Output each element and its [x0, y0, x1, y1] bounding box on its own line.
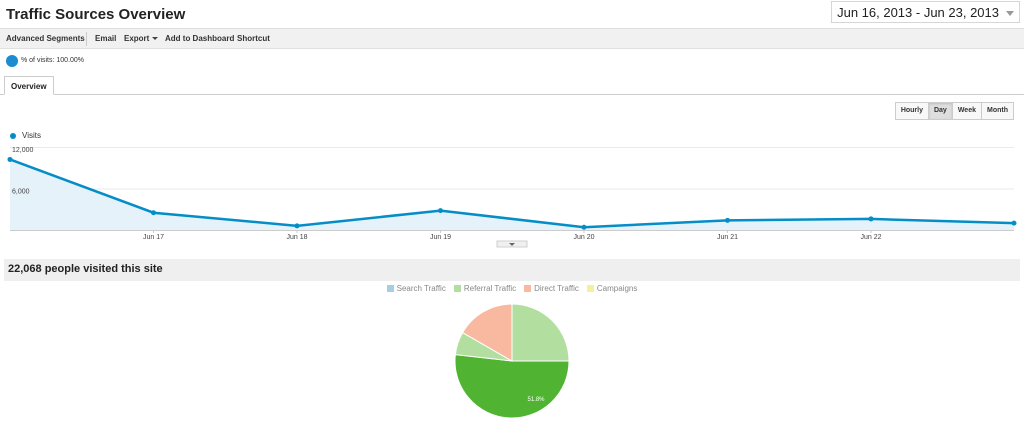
visits-point-jun-21[interactable]	[725, 217, 730, 223]
granularity-selector: Hourly Day Week Month	[894, 102, 1014, 120]
visits-point-jun-19[interactable]	[438, 208, 443, 214]
segment-label: % of visits: 100.00%	[21, 57, 85, 64]
visits-summary-text: 22,068 people visited this site	[8, 263, 163, 275]
x-tick-label: Jun 18	[286, 234, 307, 241]
header: Traffic Sources Overview Jun 16, 2013 - …	[0, 0, 1024, 28]
y-tick-label: 6,000	[12, 189, 30, 196]
visits-point-jun-16[interactable]	[7, 156, 13, 162]
traffic-pie-chart: 51.8%	[454, 303, 570, 419]
add-to-dashboard-button[interactable]: Add to Dashboard	[165, 34, 235, 43]
shortcut-button[interactable]: Shortcut	[237, 34, 270, 43]
pie-legend-item[interactable]: Direct Traffic	[524, 284, 579, 293]
pie-legend-swatch	[586, 285, 594, 292]
visits-point-jun-18[interactable]	[294, 223, 300, 229]
pie-legend-label: Direct Traffic	[534, 284, 579, 293]
date-range-label: Jun 16, 2013 - Jun 23, 2013	[837, 5, 999, 20]
pie-legend-swatch	[524, 285, 532, 292]
granularity-day-button[interactable]: Day	[927, 102, 953, 120]
visits-point-jun-17[interactable]	[151, 210, 156, 216]
export-label: Export	[124, 34, 150, 43]
x-tick-label: Jun 21	[717, 234, 738, 241]
x-tick-label: Jun 19	[430, 234, 451, 241]
x-tick-label: Jun 20	[573, 234, 594, 241]
visits-legend-marker	[10, 133, 16, 139]
pie-legend-item[interactable]: Search Traffic	[386, 284, 446, 293]
pie-slice[interactable]	[461, 303, 513, 362]
visits-legend-label: Visits	[22, 131, 41, 140]
chevron-down-icon	[1006, 11, 1014, 16]
pie-legend-swatch	[386, 285, 394, 292]
chevron-down-icon	[152, 37, 159, 41]
pie-legend-label: Search Traffic	[396, 284, 446, 293]
pie-data-label: 51.8%	[527, 397, 545, 403]
visits-line-chart: 12,000 6,000 Jun 17 Jun 18 Jun 19 Jun 20 Jun 2…	[7, 147, 1017, 248]
visits-point-jun-22[interactable]	[868, 216, 874, 222]
pie-legend-swatch	[453, 285, 461, 292]
pie-legend-label: Referral Traffic	[463, 284, 517, 293]
pie-legend: Search Traffic Referral Traffic Direct Tra…	[0, 284, 1024, 296]
visits-summary-bar: 22,068 people visited this site	[4, 259, 1020, 281]
date-range-picker[interactable]: Jun 16, 2013 - Jun 23, 2013	[831, 1, 1020, 23]
visits-point-jun-20[interactable]	[581, 224, 587, 230]
pie-legend-item[interactable]: Referral Traffic	[453, 284, 517, 293]
pie-slice[interactable]	[511, 303, 570, 362]
granularity-week-button[interactable]: Week	[951, 102, 982, 120]
x-tick-label: Jun 22	[860, 234, 881, 241]
segment-pie-icon	[6, 55, 18, 67]
page-title: Traffic Sources Overview	[6, 6, 186, 23]
advanced-segments-button[interactable]: Advanced Segments	[6, 34, 85, 43]
granularity-hourly-button[interactable]: Hourly	[894, 102, 929, 120]
chart-collapse-handle[interactable]	[496, 240, 528, 248]
tab-overview[interactable]: Overview	[4, 76, 54, 95]
y-tick-label: 12,000	[12, 147, 34, 154]
pie-legend-label: Campaigns	[596, 284, 638, 293]
chevron-down-icon	[509, 243, 515, 246]
toolbar-divider	[86, 32, 87, 46]
report-tabs: Overview	[0, 76, 1024, 95]
visits-area	[10, 159, 1014, 230]
x-tick-label: Jun 17	[143, 234, 164, 241]
report-toolbar: Advanced Segments Email Export Add to Da…	[0, 28, 1024, 49]
visits-series-line	[9, 158, 1015, 229]
granularity-month-button[interactable]: Month	[981, 102, 1014, 120]
pie-legend-item[interactable]: Campaigns	[586, 284, 638, 293]
email-button[interactable]: Email	[95, 34, 117, 43]
pie-slice[interactable]	[454, 354, 570, 419]
export-button[interactable]: Export	[124, 34, 159, 43]
visits-point-jun-23[interactable]	[1011, 220, 1017, 226]
